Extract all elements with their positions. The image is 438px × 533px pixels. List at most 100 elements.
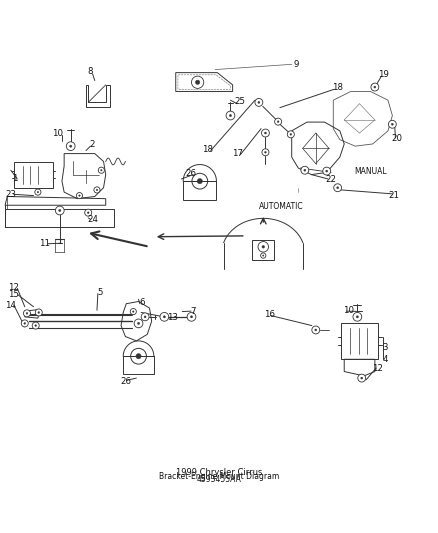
Text: 13: 13	[167, 313, 178, 322]
Circle shape	[137, 322, 139, 325]
Circle shape	[59, 209, 61, 212]
Circle shape	[352, 312, 361, 321]
Circle shape	[94, 187, 100, 193]
Circle shape	[21, 320, 28, 327]
Circle shape	[190, 316, 192, 318]
Circle shape	[66, 142, 75, 150]
Text: 12: 12	[8, 282, 19, 292]
Circle shape	[35, 309, 42, 316]
Text: 20: 20	[391, 134, 402, 143]
Circle shape	[388, 120, 396, 128]
Circle shape	[254, 99, 262, 107]
Text: 23: 23	[6, 190, 17, 199]
Text: 15: 15	[8, 290, 19, 300]
Bar	[183, 181, 216, 199]
Text: 25: 25	[233, 98, 244, 107]
Circle shape	[357, 374, 365, 382]
Circle shape	[35, 325, 36, 326]
Circle shape	[132, 311, 134, 312]
Circle shape	[130, 309, 136, 314]
Text: 26: 26	[185, 169, 196, 178]
Bar	[14, 163, 53, 188]
Text: 14: 14	[5, 301, 16, 310]
Circle shape	[277, 121, 279, 123]
Circle shape	[70, 145, 72, 147]
Text: 17: 17	[231, 149, 242, 158]
Circle shape	[55, 206, 64, 215]
Text: 12: 12	[371, 364, 382, 373]
Circle shape	[260, 253, 265, 258]
Text: 4593455AA: 4593455AA	[197, 475, 241, 484]
Circle shape	[187, 312, 195, 321]
Circle shape	[360, 377, 362, 379]
Circle shape	[322, 167, 330, 175]
Circle shape	[264, 132, 266, 134]
Circle shape	[23, 310, 30, 317]
Text: 10: 10	[52, 128, 63, 138]
Circle shape	[370, 83, 378, 91]
Circle shape	[300, 166, 308, 174]
Circle shape	[336, 187, 338, 189]
Circle shape	[32, 322, 39, 329]
Circle shape	[24, 322, 25, 324]
Circle shape	[257, 101, 259, 103]
Circle shape	[76, 192, 82, 199]
Circle shape	[38, 312, 39, 313]
Circle shape	[159, 312, 168, 321]
Circle shape	[373, 86, 375, 88]
Circle shape	[311, 326, 319, 334]
Text: 18: 18	[202, 145, 213, 154]
Circle shape	[303, 169, 305, 171]
Circle shape	[325, 170, 327, 172]
Text: 3: 3	[381, 343, 387, 352]
Circle shape	[96, 189, 98, 191]
Circle shape	[391, 123, 392, 125]
Text: AUTOMATIC: AUTOMATIC	[258, 201, 302, 211]
Text: 24: 24	[87, 215, 98, 224]
Text: 16: 16	[263, 310, 274, 319]
Circle shape	[264, 151, 266, 153]
Circle shape	[26, 312, 28, 314]
Circle shape	[287, 131, 293, 138]
Text: 6: 6	[139, 298, 145, 308]
Circle shape	[289, 133, 291, 135]
Circle shape	[144, 316, 146, 318]
Circle shape	[35, 189, 41, 195]
Circle shape	[163, 316, 165, 318]
Text: 19: 19	[377, 70, 388, 79]
Text: 26: 26	[120, 377, 131, 386]
Circle shape	[261, 129, 269, 137]
Circle shape	[195, 80, 199, 84]
Text: 18: 18	[332, 84, 343, 92]
Circle shape	[141, 313, 149, 321]
Text: 1999 Chrysler Cirrus: 1999 Chrysler Cirrus	[176, 469, 262, 478]
Circle shape	[314, 329, 316, 331]
Circle shape	[100, 169, 102, 171]
Circle shape	[333, 184, 341, 192]
Circle shape	[37, 191, 39, 193]
Text: 22: 22	[325, 175, 336, 184]
Text: 7: 7	[190, 306, 195, 316]
Circle shape	[197, 179, 202, 184]
Text: 5: 5	[98, 288, 103, 297]
Text: 11: 11	[39, 239, 50, 248]
Circle shape	[87, 212, 89, 214]
Circle shape	[78, 195, 80, 196]
Text: Bracket-Engine Mount Diagram: Bracket-Engine Mount Diagram	[159, 472, 279, 481]
Text: MANUAL: MANUAL	[353, 167, 386, 175]
Circle shape	[229, 115, 231, 117]
Text: 2: 2	[89, 140, 94, 149]
Circle shape	[261, 149, 268, 156]
Circle shape	[136, 353, 141, 359]
Circle shape	[226, 111, 234, 120]
Text: 9: 9	[293, 60, 298, 69]
Circle shape	[134, 319, 143, 328]
Circle shape	[261, 246, 264, 248]
Bar	[5, 209, 114, 227]
Circle shape	[85, 209, 92, 216]
Circle shape	[274, 118, 281, 125]
Circle shape	[98, 167, 104, 173]
Text: 1: 1	[12, 174, 18, 183]
Text: 4: 4	[381, 355, 387, 364]
Circle shape	[262, 255, 263, 256]
